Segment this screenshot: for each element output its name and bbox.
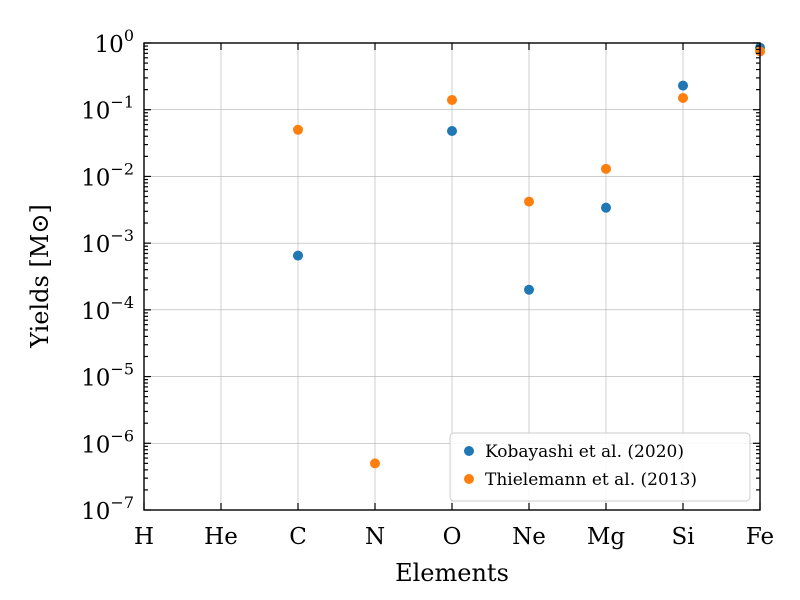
data-point-thielemann <box>370 458 380 469</box>
data-point-kobayashi <box>447 125 457 136</box>
data-point-kobayashi <box>601 202 611 213</box>
y-tick-label: 10−7 <box>81 493 134 525</box>
legend-label-thielemann: Thielemann et al. (2013) <box>485 470 697 490</box>
x-tick-label: Si <box>671 524 694 550</box>
data-point-thielemann <box>524 196 534 207</box>
y-tick-label: 10−6 <box>81 426 134 458</box>
data-point-kobayashi <box>678 80 688 91</box>
y-tick-label: 10−3 <box>81 226 134 258</box>
y-tick-label: 10−1 <box>81 93 134 125</box>
data-point-kobayashi <box>524 284 534 295</box>
x-tick-label: C <box>289 524 307 550</box>
x-tick-label: Mg <box>587 524 626 550</box>
x-axis-label: Elements <box>395 559 509 587</box>
axis-ticks <box>143 42 761 511</box>
data-point-thielemann <box>447 94 457 105</box>
y-tick-label: 10−2 <box>81 159 134 191</box>
legend-marker-kobayashi <box>464 446 474 456</box>
x-tick-label: O <box>443 524 462 550</box>
legend-label-kobayashi: Kobayashi et al. (2020) <box>485 442 684 462</box>
x-tick-label: Fe <box>746 524 774 550</box>
y-axis-label: Yields [M⊙] <box>26 204 54 349</box>
y-tick-label: 100 <box>95 26 134 58</box>
data-point-thielemann <box>678 92 688 103</box>
x-tick-label: H <box>134 524 154 550</box>
data-point-thielemann <box>601 163 611 174</box>
data-point-kobayashi <box>293 250 303 261</box>
x-tick-label: N <box>365 524 385 550</box>
x-tick-labels: H He C N O Ne Mg Si Fe <box>134 524 774 550</box>
legend: Kobayashi et al. (2020) Thielemann et al… <box>449 432 751 502</box>
legend-box <box>449 432 751 502</box>
x-tick-label: He <box>204 524 238 550</box>
y-tick-label: 10−4 <box>81 293 134 325</box>
legend-marker-thielemann <box>464 474 474 484</box>
x-tick-label: Ne <box>512 524 546 550</box>
data-point-thielemann <box>293 124 303 135</box>
data-points <box>293 42 765 469</box>
y-tick-label: 10−5 <box>81 360 134 392</box>
y-tick-labels: 10−7 10−6 10−5 10−4 10−3 10−2 10−1 100 <box>81 26 134 525</box>
